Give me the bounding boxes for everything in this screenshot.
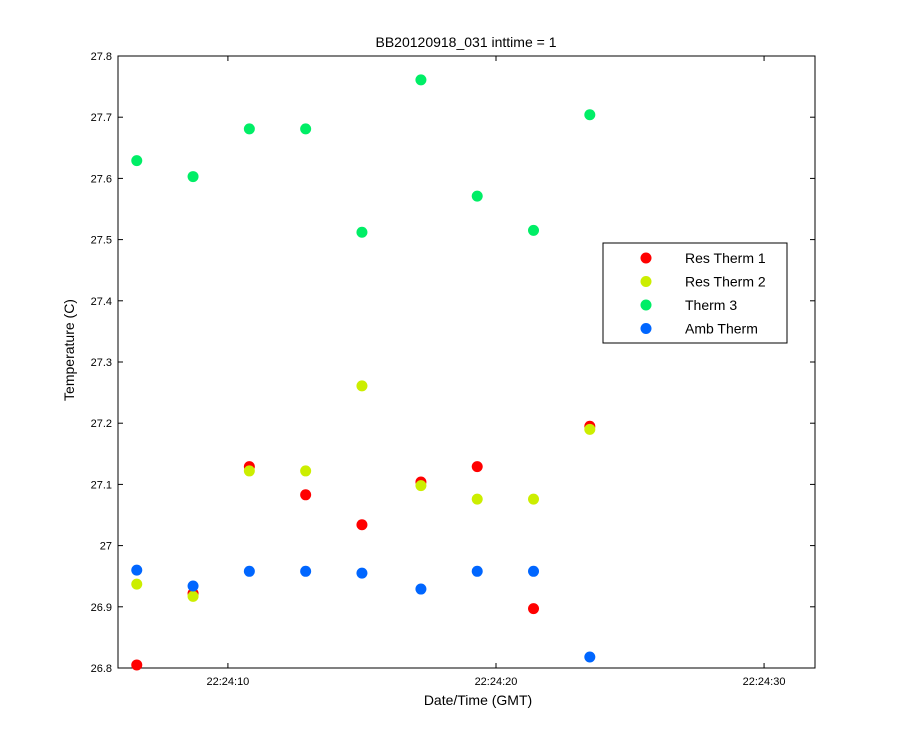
legend-marker [640, 276, 652, 287]
data-point [356, 380, 368, 392]
data-point [584, 423, 596, 435]
y-tick-label: 27.3 [91, 357, 112, 369]
legend-entry: Therm 3 [685, 297, 737, 313]
y-axis-label: Temperature (C) [61, 299, 77, 401]
y-tick-label: 27.6 [91, 173, 112, 185]
y-tick-label: 27 [100, 541, 112, 553]
data-point [584, 651, 596, 663]
y-axis: 26.8 26.9 27 27.1 27.2 27.3 27.4 27.5 27.6 27.7 27… [91, 51, 815, 675]
data-point [243, 465, 255, 477]
x-tick-label: 22:24:10 [206, 676, 249, 688]
legend-marker [640, 252, 652, 264]
y-tick-label: 27.8 [91, 51, 112, 63]
y-tick-label: 26.9 [91, 602, 112, 614]
legend-marker [640, 323, 652, 334]
data-point [356, 567, 368, 579]
y-tick-label: 27.1 [91, 479, 112, 491]
data-point [131, 155, 143, 167]
data-points [131, 74, 596, 671]
data-point [131, 564, 143, 576]
data-point [584, 109, 596, 121]
data-point [187, 580, 199, 592]
data-point [300, 123, 312, 135]
data-point [187, 590, 199, 602]
data-point [528, 565, 540, 577]
data-point [528, 603, 540, 615]
data-point [415, 480, 427, 492]
data-point [471, 493, 483, 505]
data-point [471, 190, 483, 202]
chart-title: BB20120918_031 inttime = 1 [376, 34, 557, 50]
legend-entry: Amb Therm [685, 321, 758, 337]
data-point [243, 565, 255, 577]
y-tick-label: 27.7 [91, 112, 112, 124]
legend-entry: Res Therm 1 [685, 250, 766, 266]
y-tick-label: 27.5 [91, 235, 112, 247]
y-tick-label: 27.4 [91, 296, 112, 308]
data-point [300, 565, 312, 577]
data-point [471, 461, 483, 473]
x-axis-label: Date/Time (GMT) [424, 692, 532, 708]
legend: Res Therm 1 Res Therm 2 Therm 3 Amb Therm [602, 242, 788, 344]
data-point [528, 224, 540, 236]
legend-box [602, 242, 788, 344]
data-point [356, 519, 368, 531]
legend-marker [640, 299, 652, 311]
y-tick-label: 27.2 [91, 418, 112, 430]
data-point [300, 489, 312, 501]
data-point [131, 659, 143, 671]
data-point [471, 565, 483, 577]
x-tick-label: 22:24:20 [475, 676, 518, 688]
x-axis: 22:24:10 22:24:20 22:24:30 [206, 56, 785, 688]
data-point [131, 578, 143, 590]
data-point [300, 465, 312, 477]
series-res-therm-2 [131, 380, 596, 602]
data-point [415, 74, 427, 86]
data-point [243, 123, 255, 135]
data-point [187, 171, 199, 183]
data-point [356, 226, 368, 238]
data-point [415, 583, 427, 595]
x-tick-label: 22:24:30 [743, 676, 786, 688]
y-tick-label: 26.8 [91, 663, 112, 675]
data-point [528, 493, 540, 505]
series-amb-therm [131, 564, 596, 663]
plot-area [117, 55, 816, 669]
legend-entry: Res Therm 2 [685, 274, 766, 290]
series-therm-3 [131, 74, 596, 238]
